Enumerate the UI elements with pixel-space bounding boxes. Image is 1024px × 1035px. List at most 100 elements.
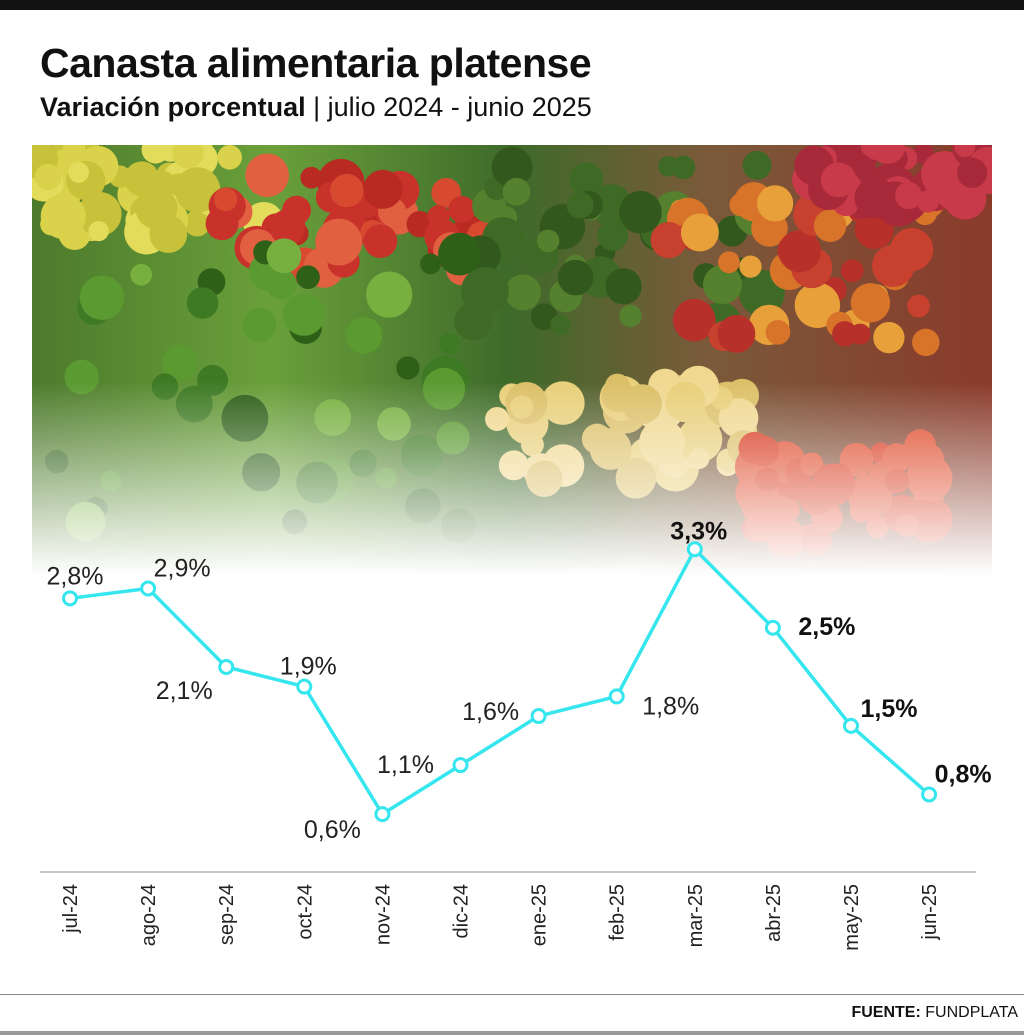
data-label: 2,8% [47,562,104,590]
produce-shape [34,163,62,191]
data-point [530,708,547,725]
produce-shape [906,455,953,502]
produce-shape [436,421,470,455]
data-label: 2,1% [156,677,213,705]
produce-shape [757,185,794,222]
produce-shape [605,268,642,305]
produce-shape [798,479,834,516]
produce-shape [269,209,306,246]
x-tick-label: ene-25 [529,884,551,946]
produce-shape [124,161,160,197]
produce-shape [536,229,560,253]
produce-shape [88,220,109,242]
produce-shape [44,450,69,474]
produce-shape [869,145,906,164]
data-label: 1,9% [280,653,337,681]
line-chart: 2,8% jul-24 2,9% ago-24 2,1% sep-24 1,9% oct-24… [40,517,992,951]
x-tick-label: nov-24 [372,884,394,945]
produce-shape [882,443,912,474]
source-label: FUENTE: [851,1004,921,1021]
produce-shape [890,228,934,272]
produce-shape [441,508,476,543]
produce-shape [873,321,905,354]
produce-shape [79,275,125,320]
footer-divider [0,994,1024,995]
produce-shape [504,274,542,311]
produce-shape [174,167,221,213]
produce-shape [183,210,211,237]
produce-shape [396,356,420,380]
produce-shape [151,373,179,400]
produce-shape [141,145,170,164]
data-label: 0,8% [935,761,992,789]
produce-shape [717,314,756,353]
produce-shape [820,162,856,198]
produce-shape [345,316,383,354]
x-tick-label: jun-25 [919,884,941,941]
data-label: 2,5% [798,613,855,641]
produce-shape [77,191,122,237]
produce-shape [282,509,308,535]
produce-shape [765,319,791,345]
produce-shape [550,314,571,335]
chart-subtitle: Variación porcentual | julio 2024 - juni… [40,92,592,123]
produce-shape [217,145,242,170]
produce-shape [314,399,352,436]
produce-shape [245,153,289,198]
data-label: 3,3% [670,517,727,545]
x-tick-label: oct-24 [294,884,316,940]
produce-shape [130,263,153,286]
produce-shape [589,428,632,470]
produce-shape [296,265,320,290]
x-tick-label: ago-24 [138,884,160,946]
data-point [843,717,859,734]
produce-shape [461,267,509,315]
produce-shape [866,515,890,539]
produce-shape [330,173,364,208]
data-point [452,757,469,774]
produce-shape [68,161,89,183]
data-point [140,580,157,597]
subtitle-separator: | [305,92,328,122]
produce-shape [895,182,923,210]
produce-shape [186,287,219,319]
produce-shape [650,221,687,259]
produce-shape [300,166,323,189]
produce-shape [175,385,213,423]
series-line [69,547,931,816]
produce-shape [375,467,397,489]
produce-shape [765,518,806,559]
produce-shape [149,215,188,253]
source-value: FUNDPLATA [925,1004,1018,1021]
subtitle-range: julio 2024 - junio 2025 [327,92,592,122]
produce-shape [100,470,122,492]
produce-shape [363,224,398,258]
produce-shape [366,271,413,318]
x-tick-label: jul-24 [60,884,82,934]
produce-shape [619,190,662,234]
produce-shape [526,460,563,497]
produce-shape [748,435,780,467]
produce-shape [601,378,635,412]
produce-photo [32,145,992,575]
produce-shape [742,150,772,180]
data-point [921,786,938,803]
x-tick-label: sep-24 [216,884,238,945]
produce-shape [64,359,99,395]
produce-shape [422,367,466,411]
x-tick-label: dic-24 [451,884,473,938]
produce-shape [491,146,533,188]
produce-shape [401,434,443,477]
source-note: FUENTE: FUNDPLATA [851,1004,1018,1022]
produce-shape [825,468,856,499]
produce-shape [405,488,441,524]
x-tick-label: feb-25 [607,884,629,941]
data-point [218,658,235,675]
x-tick-label: abr-25 [763,884,785,942]
produce-shape [161,345,198,382]
produce-shape [718,398,759,438]
produce-shape [907,294,930,318]
produce-shape [597,220,629,251]
produce-shape [349,449,377,478]
produce-shape [315,218,363,266]
